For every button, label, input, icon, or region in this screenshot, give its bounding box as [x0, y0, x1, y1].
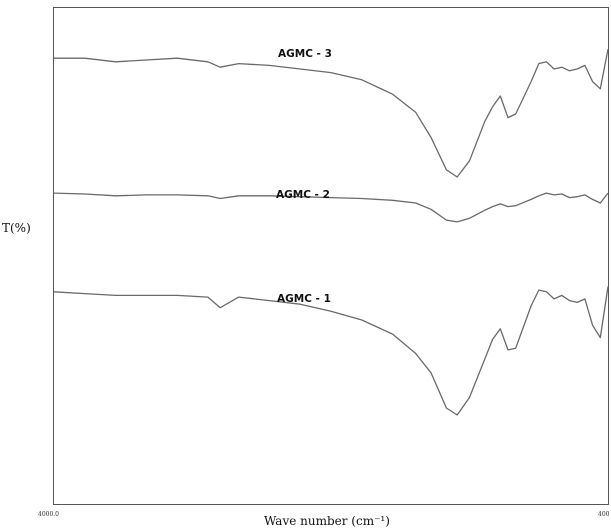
x-tick-label-end: 400: [598, 511, 610, 518]
series-label-agmc-3: AGMC - 3: [278, 48, 332, 60]
series-label-agmc-1: AGMC - 1: [277, 293, 331, 305]
plot-frame: [53, 7, 609, 505]
series-line-agmc-3-line: [54, 49, 609, 178]
series-line-agmc-1-line: [53, 286, 609, 416]
series-line-agmc-2-line: [53, 192, 609, 223]
y-axis-label: T(%): [2, 221, 31, 235]
series-layer: [53, 49, 609, 416]
series-label-agmc-2: AGMC - 2: [276, 189, 330, 201]
x-tick-label-start: 4000.0: [38, 511, 59, 518]
x-axis-label: Wave number (cm⁻¹): [264, 514, 390, 528]
